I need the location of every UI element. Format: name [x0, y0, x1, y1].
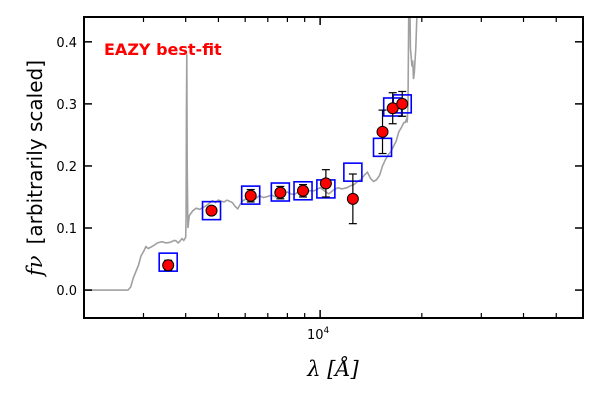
- model-square: [293, 180, 313, 201]
- y-tick-label: 0.3: [56, 98, 77, 113]
- eazy-best-fit-annotation: EAZY best-fit: [104, 40, 222, 59]
- plot-frame: [83, 16, 584, 319]
- observed-point: [274, 186, 287, 199]
- x-tick-label-exponent: 4: [324, 326, 330, 336]
- y-tick-label: 0.0: [56, 284, 77, 299]
- model-square: [270, 182, 291, 202]
- x-axis-label: λ [Å]: [306, 356, 359, 381]
- model-square: [201, 200, 222, 221]
- model-square: [240, 185, 261, 205]
- template-curve-layer: [84, 17, 418, 291]
- observed-point: [396, 97, 409, 110]
- axis-ticks-layer: 0.0 0.1 0.2 0.3 0.4 104: [56, 17, 583, 343]
- observed-point: [319, 177, 332, 190]
- x-tick-label-base: 10: [307, 328, 324, 343]
- y-axis-symbol: fν: [23, 255, 47, 278]
- observed-photometry-layer: [162, 90, 409, 272]
- x-tick-label: 104: [307, 326, 330, 343]
- y-axis-label: fν [arbitrarily scaled]: [23, 60, 47, 278]
- observed-point: [376, 125, 389, 138]
- y-tick-label: 0.2: [56, 160, 77, 175]
- template-curve-line: [84, 17, 418, 291]
- observed-point: [162, 259, 175, 272]
- observed-point: [346, 192, 359, 205]
- y-tick-label: 0.4: [56, 36, 77, 51]
- y-axis-text: [arbitrarily scaled]: [23, 60, 47, 244]
- observed-point: [205, 204, 218, 217]
- y-tick-label: 0.1: [56, 222, 77, 237]
- observed-point: [244, 189, 257, 202]
- observed-point: [297, 184, 310, 197]
- plot-background: [84, 17, 583, 318]
